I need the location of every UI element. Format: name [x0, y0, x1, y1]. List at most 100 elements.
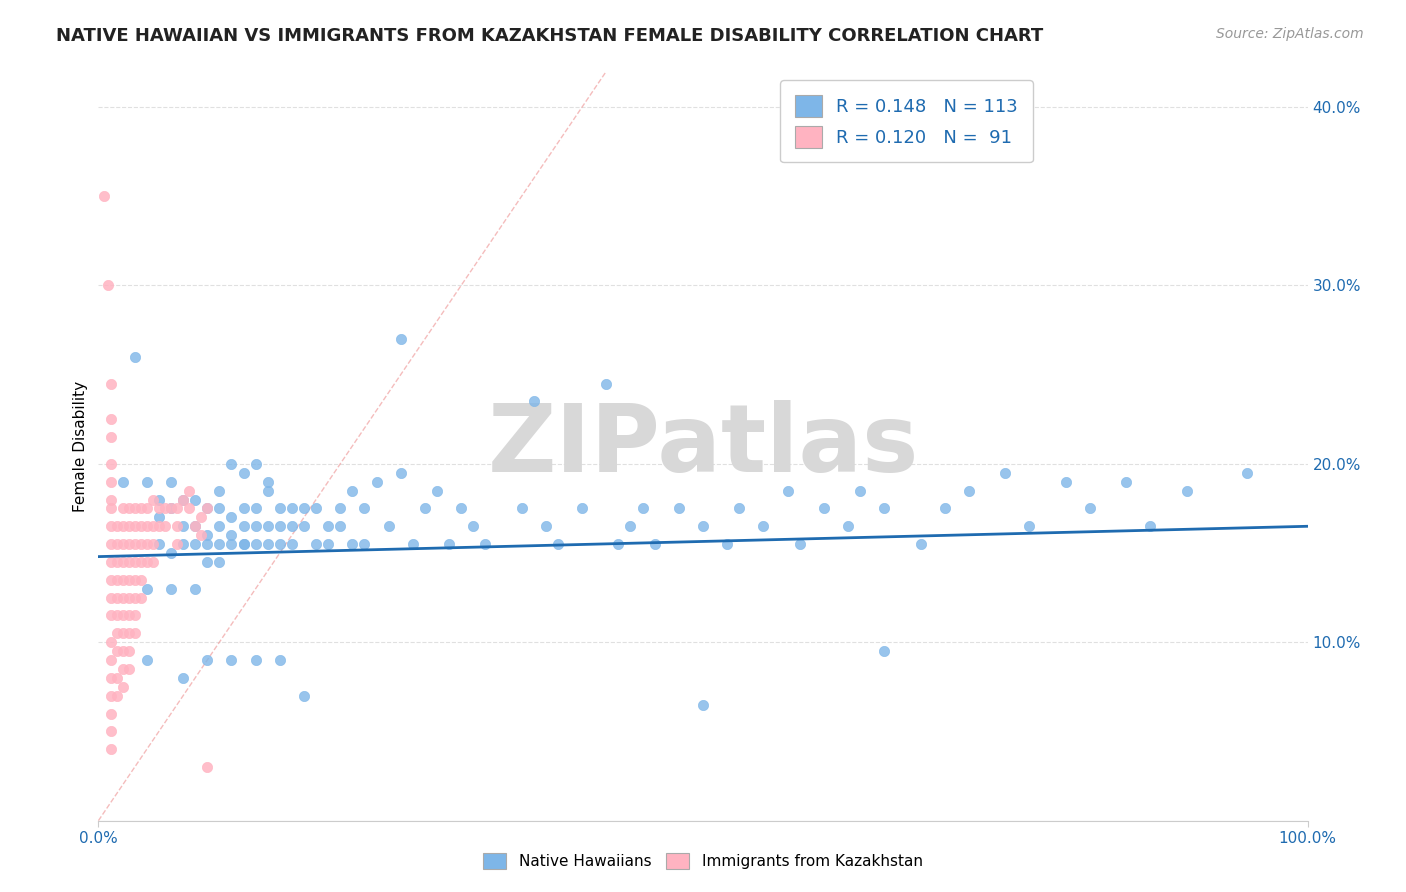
- Point: [124, 626, 146, 640]
- Point: [111, 662, 134, 676]
- Point: [100, 608, 122, 623]
- Point: [118, 573, 141, 587]
- Point: [1139, 519, 1161, 533]
- Point: [172, 671, 194, 685]
- Point: [571, 501, 593, 516]
- Point: [100, 591, 122, 605]
- Point: [426, 483, 449, 498]
- Point: [118, 608, 141, 623]
- Point: [148, 510, 170, 524]
- Point: [366, 475, 388, 489]
- Point: [184, 582, 207, 596]
- Point: [245, 537, 267, 551]
- Point: [129, 537, 152, 551]
- Point: [142, 555, 165, 569]
- Point: [402, 537, 425, 551]
- Point: [232, 519, 254, 533]
- Point: [256, 519, 278, 533]
- Point: [245, 501, 267, 516]
- Point: [124, 555, 146, 569]
- Point: [281, 519, 304, 533]
- Point: [105, 537, 128, 551]
- Point: [135, 519, 157, 533]
- Point: [329, 501, 352, 516]
- Point: [118, 644, 141, 658]
- Point: [111, 626, 134, 640]
- Point: [208, 483, 231, 498]
- Point: [208, 555, 231, 569]
- Text: ZIPatlas: ZIPatlas: [488, 400, 918, 492]
- Point: [510, 501, 533, 516]
- Point: [105, 519, 128, 533]
- Point: [118, 591, 141, 605]
- Point: [148, 501, 170, 516]
- Point: [129, 573, 152, 587]
- Point: [129, 519, 152, 533]
- Point: [873, 644, 896, 658]
- Point: [100, 689, 122, 703]
- Point: [100, 555, 122, 569]
- Point: [124, 591, 146, 605]
- Point: [118, 519, 141, 533]
- Point: [389, 332, 412, 346]
- Point: [142, 537, 165, 551]
- Point: [342, 483, 364, 498]
- Point: [292, 689, 315, 703]
- Point: [135, 582, 157, 596]
- Point: [100, 430, 122, 444]
- Point: [142, 492, 165, 507]
- Point: [111, 591, 134, 605]
- Point: [160, 501, 183, 516]
- Point: [93, 189, 115, 203]
- Point: [111, 537, 134, 551]
- Point: [124, 519, 146, 533]
- Point: [692, 519, 714, 533]
- Point: [135, 475, 157, 489]
- Point: [728, 501, 751, 516]
- Point: [105, 626, 128, 640]
- Point: [129, 501, 152, 516]
- Point: [692, 698, 714, 712]
- Point: [100, 671, 122, 685]
- Point: [631, 501, 654, 516]
- Point: [195, 653, 218, 667]
- Point: [118, 537, 141, 551]
- Point: [111, 608, 134, 623]
- Point: [111, 501, 134, 516]
- Point: [166, 537, 188, 551]
- Point: [100, 376, 122, 391]
- Point: [292, 501, 315, 516]
- Point: [957, 483, 980, 498]
- Point: [118, 626, 141, 640]
- Point: [1236, 466, 1258, 480]
- Point: [105, 689, 128, 703]
- Point: [232, 537, 254, 551]
- Point: [1054, 475, 1077, 489]
- Point: [547, 537, 569, 551]
- Point: [124, 573, 146, 587]
- Point: [135, 555, 157, 569]
- Point: [1018, 519, 1040, 533]
- Point: [534, 519, 557, 533]
- Point: [221, 528, 243, 542]
- Y-axis label: Female Disability: Female Disability: [73, 380, 89, 512]
- Point: [100, 492, 122, 507]
- Point: [208, 501, 231, 516]
- Point: [269, 519, 291, 533]
- Point: [305, 537, 328, 551]
- Point: [1175, 483, 1198, 498]
- Point: [245, 653, 267, 667]
- Point: [190, 528, 212, 542]
- Point: [450, 501, 472, 516]
- Point: [118, 555, 141, 569]
- Point: [668, 501, 690, 516]
- Point: [208, 537, 231, 551]
- Point: [124, 350, 146, 364]
- Point: [100, 412, 122, 426]
- Point: [111, 573, 134, 587]
- Point: [100, 573, 122, 587]
- Point: [100, 724, 122, 739]
- Point: [142, 519, 165, 533]
- Point: [97, 278, 120, 293]
- Point: [413, 501, 436, 516]
